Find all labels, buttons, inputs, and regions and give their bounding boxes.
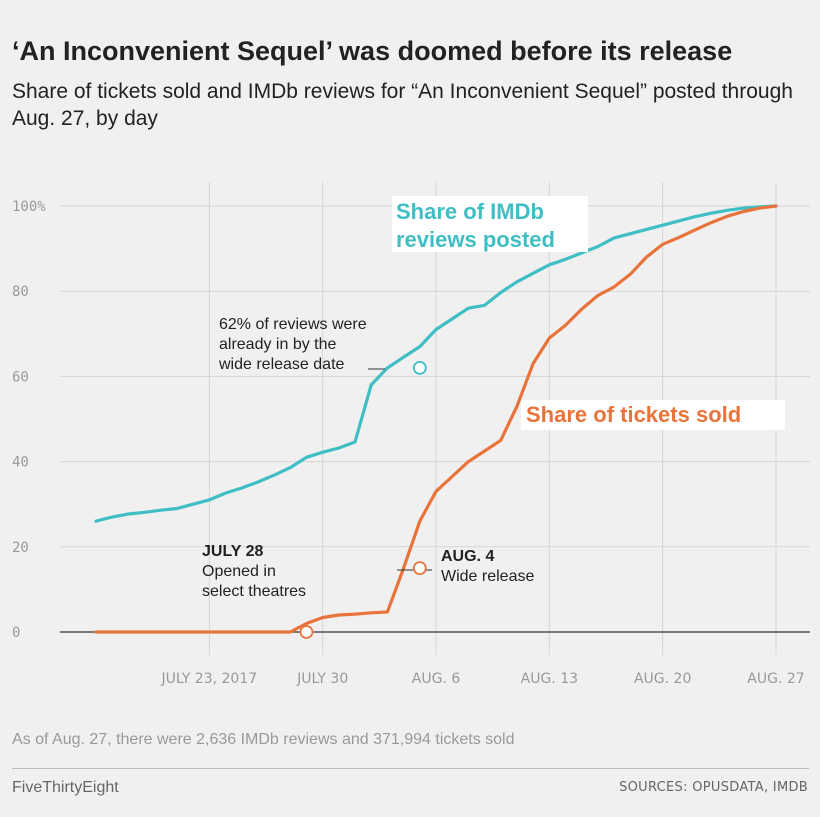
x-tick-label: AUG. 20: [634, 671, 691, 687]
annotation-text: wide release date: [218, 356, 345, 373]
y-tick-label: 20: [12, 540, 29, 556]
annotation-text: Wide release: [441, 568, 534, 585]
annotation-heading: AUG. 4: [441, 548, 494, 565]
x-tick-label: AUG. 13: [521, 671, 578, 687]
x-axis-ticks: JULY 23, 2017 JULY 30 AUG. 6 AUG. 13 AUG. 20…: [160, 671, 804, 687]
y-tick-label: 80: [12, 284, 29, 300]
brand-name: FiveThirtyEight: [12, 779, 119, 796]
tickets-label-background: [521, 400, 785, 430]
x-tick-label: JULY 23, 2017: [160, 671, 257, 687]
tickets-series-label: Share of tickets sold: [526, 402, 741, 427]
series-labels: Share of IMDb reviews posted Share of tick…: [392, 196, 785, 430]
x-tick-label: AUG. 6: [412, 671, 461, 687]
x-tick-label: JULY 30: [296, 671, 348, 687]
annotation-text: select theatres: [202, 583, 306, 600]
annotations: JULY 28 Opened in select theatres AUG. 4 Wid…: [202, 316, 534, 639]
reviews-label-background: [392, 196, 588, 252]
annotation-heading: JULY 28: [202, 543, 263, 560]
annotation-text: already in by the: [219, 336, 337, 353]
y-tick-label: 0: [12, 625, 20, 641]
y-tick-label: 100%: [12, 199, 46, 215]
annotation-text: 62% of reviews were: [219, 316, 367, 333]
y-tick-label: 40: [12, 455, 29, 471]
y-tick-label: 60: [12, 369, 29, 385]
annotation-marker: [412, 561, 427, 575]
annotation-marker: [412, 360, 427, 375]
footer-divider: [12, 768, 809, 769]
annotation-marker: [299, 625, 314, 639]
sources-credit: SOURCES: OPUSDATA, IMDB: [619, 780, 808, 795]
y-axis-ticks: 100% 80 60 40 20 0: [12, 199, 46, 641]
annotation-text: Opened in: [202, 563, 276, 580]
x-tick-label: AUG. 27: [747, 671, 804, 687]
reviews-series-label: Share of IMDb: [396, 199, 544, 224]
reviews-series-label: reviews posted: [396, 227, 555, 252]
footnote: As of Aug. 27, there were 2,636 IMDb rev…: [12, 731, 515, 748]
chart-subtitle: Share of tickets sold and IMDb reviews f…: [12, 80, 793, 130]
chart-title: ‘An Inconvenient Sequel’ was doomed befo…: [12, 36, 733, 66]
reviews-series-line: [94, 204, 778, 523]
tickets-series-line: [94, 204, 778, 634]
series-lines: [94, 204, 778, 634]
